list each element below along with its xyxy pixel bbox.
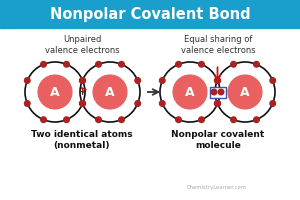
- Circle shape: [80, 101, 85, 106]
- Circle shape: [80, 78, 86, 83]
- Text: A: A: [50, 86, 60, 98]
- Circle shape: [173, 75, 207, 109]
- Circle shape: [25, 101, 30, 106]
- Text: Two identical atoms
(nonmetal): Two identical atoms (nonmetal): [31, 130, 133, 150]
- Circle shape: [160, 78, 165, 83]
- Circle shape: [214, 101, 220, 106]
- Circle shape: [64, 117, 69, 123]
- Circle shape: [228, 75, 262, 109]
- Circle shape: [211, 89, 217, 95]
- Circle shape: [96, 61, 101, 67]
- Circle shape: [41, 61, 46, 67]
- Circle shape: [215, 78, 220, 83]
- Circle shape: [176, 61, 181, 67]
- Circle shape: [80, 101, 86, 106]
- Circle shape: [96, 117, 101, 123]
- Circle shape: [218, 89, 224, 95]
- Text: A: A: [240, 86, 250, 98]
- Bar: [0, 0, 300, 28]
- Text: A: A: [185, 86, 195, 98]
- Circle shape: [231, 61, 236, 67]
- Text: ChemistryLearner.com: ChemistryLearner.com: [187, 186, 247, 190]
- Circle shape: [93, 75, 127, 109]
- Circle shape: [254, 61, 259, 67]
- Text: A: A: [105, 86, 115, 98]
- Circle shape: [270, 78, 275, 83]
- Text: Nonpolar covalent
molecule: Nonpolar covalent molecule: [171, 130, 265, 150]
- Circle shape: [270, 101, 275, 106]
- Text: Equal sharing of
valence electrons: Equal sharing of valence electrons: [181, 35, 255, 55]
- Text: Unpaired
valence electrons: Unpaired valence electrons: [45, 35, 119, 55]
- Circle shape: [64, 61, 69, 67]
- Circle shape: [160, 101, 165, 106]
- Circle shape: [215, 101, 220, 106]
- Text: Nonpolar Covalent Bond: Nonpolar Covalent Bond: [50, 6, 250, 21]
- Circle shape: [214, 78, 220, 83]
- Circle shape: [25, 78, 30, 83]
- Circle shape: [231, 117, 236, 123]
- Circle shape: [176, 117, 181, 123]
- Circle shape: [38, 75, 72, 109]
- Text: +: +: [78, 87, 87, 97]
- Bar: [209, 86, 226, 98]
- Circle shape: [135, 101, 140, 106]
- Circle shape: [119, 61, 124, 67]
- Circle shape: [41, 117, 46, 123]
- Circle shape: [199, 61, 204, 67]
- Circle shape: [135, 78, 140, 83]
- Circle shape: [254, 117, 259, 123]
- FancyArrowPatch shape: [81, 87, 86, 92]
- Circle shape: [199, 117, 204, 123]
- Circle shape: [119, 117, 124, 123]
- Circle shape: [80, 78, 85, 83]
